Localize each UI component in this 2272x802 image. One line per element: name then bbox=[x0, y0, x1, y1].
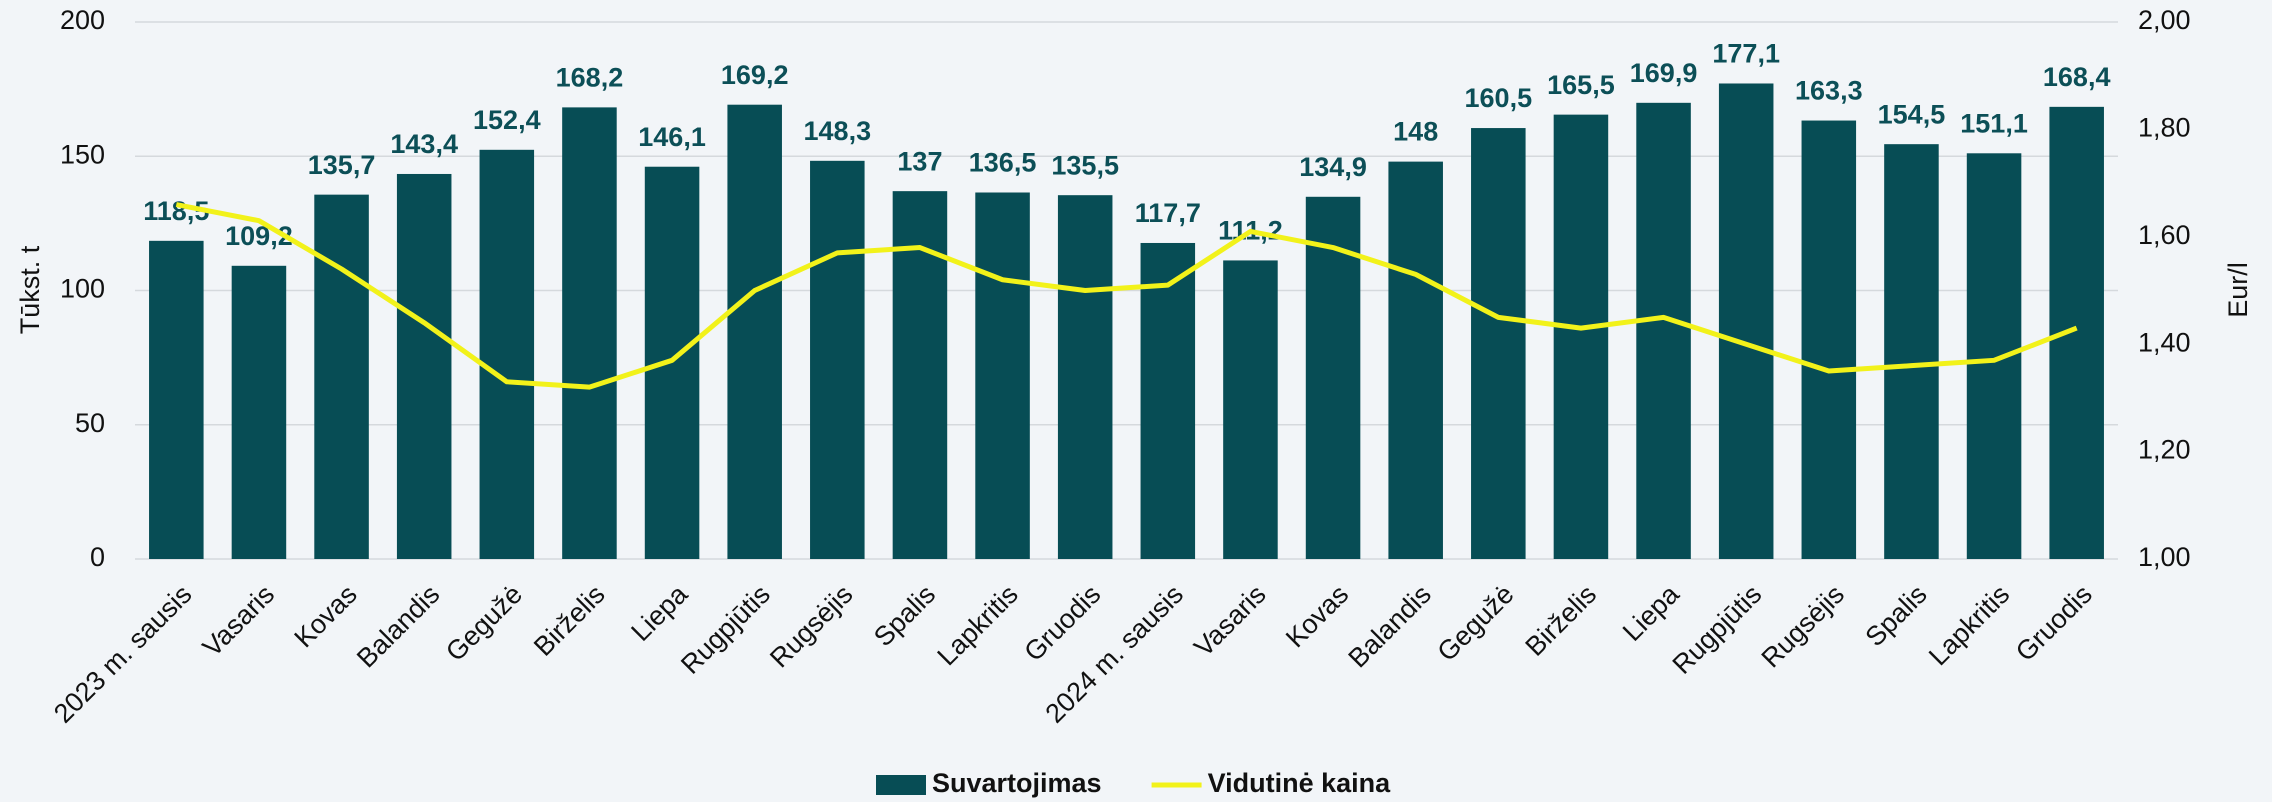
bar bbox=[1636, 102, 1691, 560]
bar bbox=[1140, 242, 1196, 559]
y2-tick-label: 1,60 bbox=[2138, 220, 2191, 250]
y-tick-label: 0 bbox=[90, 542, 105, 572]
y2-tick-label: 2,00 bbox=[2138, 5, 2191, 35]
data-label: 135,5 bbox=[1051, 150, 1119, 180]
data-label: 165,5 bbox=[1547, 70, 1615, 100]
data-label: 169,9 bbox=[1630, 58, 1698, 88]
y2-tick-label: 1,80 bbox=[2138, 113, 2191, 143]
data-label: 177,1 bbox=[1712, 39, 1780, 69]
data-label: 168,2 bbox=[556, 63, 624, 93]
data-label: 160,5 bbox=[1465, 83, 1533, 113]
bar bbox=[562, 107, 617, 560]
y2-tick-label: 1,00 bbox=[2138, 542, 2191, 572]
y-tick-label: 200 bbox=[60, 5, 105, 35]
y-tick-label: 100 bbox=[60, 274, 105, 304]
bar bbox=[149, 240, 204, 559]
data-label: 117,7 bbox=[1135, 198, 1201, 228]
bar bbox=[396, 173, 452, 559]
bar bbox=[231, 265, 287, 559]
bar bbox=[1305, 196, 1361, 559]
data-label: 134,9 bbox=[1299, 152, 1367, 182]
data-label: 135,7 bbox=[308, 150, 376, 180]
data-label: 136,5 bbox=[969, 148, 1037, 178]
bar bbox=[1471, 128, 1526, 559]
line bbox=[175, 202, 2078, 390]
legend-label: Suvartojimas bbox=[932, 768, 1102, 798]
bar bbox=[727, 104, 782, 559]
bar bbox=[1388, 161, 1443, 559]
data-label: 146,1 bbox=[638, 122, 706, 152]
bar bbox=[1966, 153, 2022, 559]
data-label: 151,1 bbox=[1960, 108, 2028, 138]
data-label: 148 bbox=[1393, 117, 1438, 147]
bar bbox=[975, 192, 1030, 559]
y2-axis-label: Eur/l bbox=[2223, 262, 2253, 318]
bar bbox=[810, 160, 865, 559]
bar bbox=[1884, 144, 1939, 560]
data-label: 169,2 bbox=[721, 60, 789, 90]
data-label: 148,3 bbox=[804, 116, 872, 146]
data-label: 137 bbox=[897, 146, 942, 176]
bar bbox=[1801, 120, 1857, 560]
y-axis-label: Tūkst. t bbox=[15, 245, 45, 334]
bar bbox=[1718, 83, 1774, 559]
bar bbox=[479, 149, 535, 559]
y-tick-label: 50 bbox=[75, 408, 105, 438]
bar bbox=[1057, 195, 1113, 559]
data-label: 143,4 bbox=[390, 129, 458, 159]
y2-tick-label: 1,20 bbox=[2138, 435, 2191, 465]
legend-label: Vidutinė kaina bbox=[1208, 768, 1392, 798]
bar bbox=[1223, 260, 1278, 559]
bar bbox=[314, 194, 369, 559]
data-label: 152,4 bbox=[473, 105, 541, 135]
legend-swatch bbox=[876, 775, 926, 795]
y-tick-label: 150 bbox=[60, 139, 105, 169]
data-label: 163,3 bbox=[1795, 76, 1863, 106]
y2-tick-label: 1,40 bbox=[2138, 327, 2191, 357]
data-label: 154,5 bbox=[1878, 99, 1946, 129]
data-label: 168,4 bbox=[2043, 62, 2111, 92]
bar bbox=[1553, 114, 1609, 559]
